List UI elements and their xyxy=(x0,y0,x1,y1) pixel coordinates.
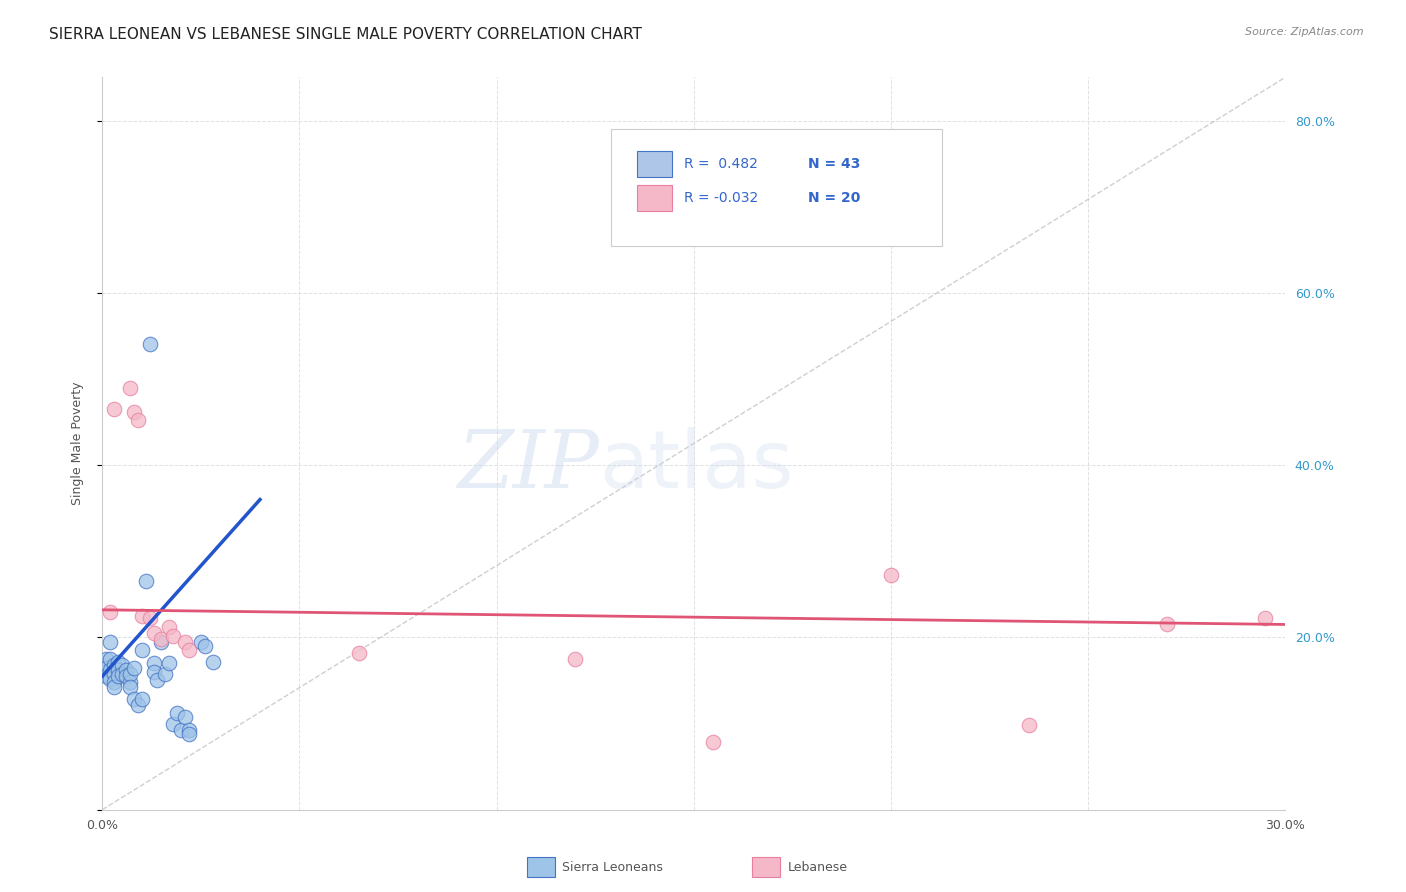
Point xyxy=(98,605,121,619)
Point xyxy=(122,660,145,674)
Point xyxy=(177,723,200,738)
Point xyxy=(138,611,160,625)
Point xyxy=(98,634,121,648)
Point xyxy=(98,672,121,686)
Point xyxy=(190,634,212,648)
Point xyxy=(177,727,200,741)
Point xyxy=(107,655,129,669)
Y-axis label: Single Male Poverty: Single Male Poverty xyxy=(72,382,84,505)
Point xyxy=(122,405,145,419)
Text: R =  0.482: R = 0.482 xyxy=(685,157,758,171)
Point xyxy=(157,657,180,671)
Point xyxy=(347,646,370,660)
Point xyxy=(103,666,125,681)
Text: Source: ZipAtlas.com: Source: ZipAtlas.com xyxy=(1246,27,1364,37)
Point xyxy=(1254,611,1277,625)
Point xyxy=(142,657,165,671)
Point xyxy=(131,643,153,657)
Point xyxy=(96,660,118,674)
Point xyxy=(166,706,188,721)
Point xyxy=(107,663,129,677)
Point xyxy=(118,675,141,690)
Point xyxy=(194,639,217,653)
Point xyxy=(702,735,724,749)
Point xyxy=(162,716,184,731)
FancyBboxPatch shape xyxy=(637,151,672,177)
Text: Lebanese: Lebanese xyxy=(787,861,848,873)
Text: Sierra Leoneans: Sierra Leoneans xyxy=(562,861,664,873)
Point xyxy=(103,681,125,695)
Point xyxy=(142,665,165,679)
Point xyxy=(201,655,224,669)
Point xyxy=(96,652,118,666)
Point xyxy=(157,620,180,634)
Point xyxy=(174,709,197,723)
Point xyxy=(1156,617,1178,632)
Point xyxy=(127,698,149,712)
Point xyxy=(142,626,165,640)
Text: N = 20: N = 20 xyxy=(808,191,860,205)
Point xyxy=(155,666,177,681)
Text: R = -0.032: R = -0.032 xyxy=(685,191,758,205)
FancyBboxPatch shape xyxy=(637,186,672,211)
Point xyxy=(98,663,121,677)
Point xyxy=(111,666,134,681)
Point xyxy=(138,337,160,351)
Point xyxy=(103,402,125,417)
Point xyxy=(122,692,145,706)
Text: atlas: atlas xyxy=(599,426,793,505)
Point xyxy=(146,673,169,688)
Point xyxy=(115,669,138,683)
Point xyxy=(131,692,153,706)
Point xyxy=(170,723,193,738)
Point xyxy=(131,608,153,623)
Point xyxy=(162,629,184,643)
Point xyxy=(1018,718,1040,732)
Point xyxy=(127,413,149,427)
Text: SIERRA LEONEAN VS LEBANESE SINGLE MALE POVERTY CORRELATION CHART: SIERRA LEONEAN VS LEBANESE SINGLE MALE P… xyxy=(49,27,643,42)
Point xyxy=(118,681,141,695)
Point xyxy=(150,634,173,648)
Point xyxy=(107,669,129,683)
Point xyxy=(880,568,903,582)
Point xyxy=(98,652,121,666)
Point xyxy=(103,675,125,690)
Point xyxy=(103,657,125,672)
Point xyxy=(174,634,197,648)
Point xyxy=(111,657,134,672)
Text: ZIP: ZIP xyxy=(457,426,599,504)
Point xyxy=(135,574,157,589)
FancyBboxPatch shape xyxy=(610,128,942,246)
Point xyxy=(118,666,141,681)
Text: N = 43: N = 43 xyxy=(808,157,860,171)
Point xyxy=(96,669,118,683)
Point xyxy=(118,380,141,394)
Point xyxy=(150,632,173,646)
Point xyxy=(564,652,586,666)
Point xyxy=(177,643,200,657)
Point xyxy=(115,663,138,677)
